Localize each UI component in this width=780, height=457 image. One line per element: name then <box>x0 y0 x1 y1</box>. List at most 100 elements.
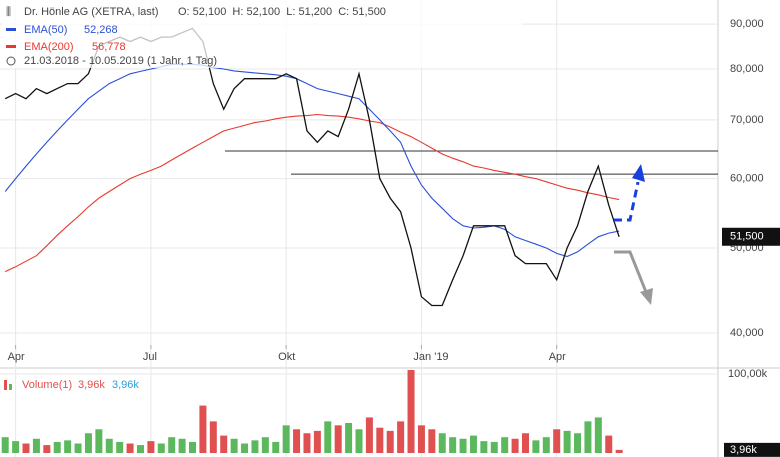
y-tick-label: 40,000 <box>730 327 764 339</box>
volume-bar <box>147 441 155 453</box>
volume-value: 3,96k <box>78 379 105 391</box>
volume-bar <box>397 421 405 453</box>
volume-bar <box>126 443 134 453</box>
volume-bar <box>178 438 186 453</box>
volume-bar <box>449 437 457 453</box>
volume-name: Volume(1) <box>22 379 72 391</box>
legend-swatch <box>6 28 16 31</box>
y-tick-label: 60,000 <box>730 173 764 185</box>
volume-bar <box>563 430 571 453</box>
volume-bar <box>501 437 509 453</box>
volume-bar <box>293 429 301 453</box>
volume-bar <box>345 422 353 453</box>
volume-bar <box>1 437 9 453</box>
volume-bar <box>220 435 228 453</box>
arrows <box>614 164 653 305</box>
volume-legend: Volume(1) 3,96k 3,96k <box>4 379 139 391</box>
volume-bar <box>428 429 436 453</box>
volume-bar <box>324 421 332 453</box>
last-price-label: 51,500 <box>730 231 764 243</box>
x-tick-label: Apr <box>549 351 566 363</box>
volume-bar <box>32 438 40 453</box>
volume-bar <box>490 441 498 453</box>
volume-bar <box>199 405 207 453</box>
volume-value: 3,96k <box>112 379 139 391</box>
volume-bar <box>594 417 602 453</box>
volume-bar <box>511 438 519 453</box>
volume-badge-label: 3,96k <box>730 444 757 456</box>
icon <box>4 380 7 390</box>
volume-bar <box>542 437 550 453</box>
volume-bar <box>64 440 72 453</box>
legend-swatch <box>6 45 16 48</box>
volume-bar <box>116 441 124 453</box>
volume-bar <box>459 438 467 453</box>
y-tick-label: 90,000 <box>730 18 764 30</box>
volume-bar <box>365 417 373 453</box>
x-tick-label: Okt <box>278 351 295 363</box>
volume-bar <box>53 441 61 453</box>
y-tick-label: 70,000 <box>730 114 764 126</box>
volume-bar <box>43 445 51 453</box>
legend: ⫼ Dr. Hönle AG (XETRA, last) O: 52,100 H… <box>2 0 522 68</box>
legend-title: Dr. Hönle AG (XETRA, last) <box>24 6 158 18</box>
series-line <box>4 63 620 258</box>
volume-bar <box>574 433 582 453</box>
clock-icon <box>6 56 16 66</box>
volume-bar <box>605 435 613 453</box>
volume-badge <box>724 442 780 457</box>
series-line <box>4 113 620 273</box>
up-arrow-head <box>632 164 645 182</box>
volume-bar <box>272 441 280 453</box>
volume-bar <box>84 433 92 453</box>
volume-bar <box>157 443 165 453</box>
down-arrow-head <box>640 288 653 305</box>
volume-bar <box>282 425 290 453</box>
volume-tick-label: 100,00k <box>728 368 768 380</box>
volume-bar <box>553 429 561 453</box>
volume-bar <box>22 443 30 453</box>
series-line <box>4 27 620 307</box>
volume-bar <box>74 443 82 453</box>
volume-bar <box>313 430 321 453</box>
volume-bar <box>355 429 363 453</box>
legend-entry: EMA(50) <box>24 24 67 36</box>
volume-bar <box>261 437 269 453</box>
volume-bar <box>407 370 415 453</box>
volume-bar <box>438 433 446 453</box>
y-tick-label: 80,000 <box>730 63 764 75</box>
volume-bar <box>303 433 311 453</box>
icon: ⫼ <box>6 6 11 18</box>
up-arrow <box>614 181 640 222</box>
volume-panel: 100,00k 3,96k <box>0 368 780 457</box>
volume-bar <box>136 445 144 453</box>
legend-value: 56,778 <box>92 41 126 53</box>
volume-bar <box>168 437 176 453</box>
volume-bar <box>230 438 238 453</box>
volume-bar <box>209 421 217 453</box>
volume-bar <box>417 425 425 453</box>
icon <box>9 384 12 390</box>
last-price-badge <box>722 227 780 246</box>
period: 21.03.2018 - 10.05.2019 (1 Jahr, 1 Tag) <box>24 55 217 67</box>
legend-bg <box>2 0 522 68</box>
volume-bar <box>12 441 20 453</box>
volume-bar <box>376 427 384 453</box>
volume-bar <box>386 430 394 453</box>
volume-bar <box>584 421 592 453</box>
down-arrow <box>614 250 648 293</box>
volume-bar <box>615 449 623 453</box>
volume-bar <box>95 429 103 453</box>
volume-bar <box>532 440 540 453</box>
ohlc: O: 52,100 H: 52,100 L: 51,200 C: 51,500 <box>178 6 386 18</box>
x-tick-label: Jul <box>143 351 157 363</box>
legend-value: 52,268 <box>84 24 118 36</box>
volume-bar <box>334 425 342 453</box>
legend-entry: EMA(200) <box>24 41 74 53</box>
x-tick-label: Apr <box>8 351 25 363</box>
volume-bar <box>251 440 259 453</box>
volume-bar <box>241 443 249 453</box>
volume-bar <box>469 435 477 453</box>
